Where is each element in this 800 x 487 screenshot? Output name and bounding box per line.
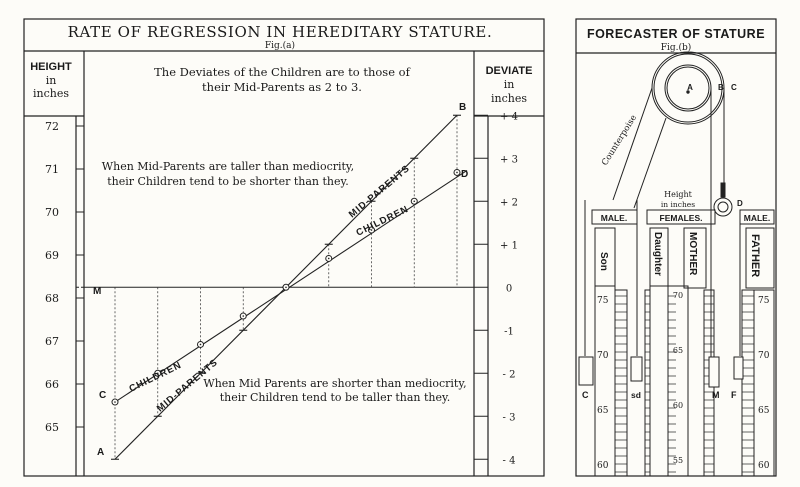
regression-panel [23, 18, 545, 477]
height-header-unit: inches [33, 87, 69, 100]
son-scale-label: 70 [597, 351, 609, 361]
deviate-tick-label: - 4 [503, 455, 516, 466]
father-label: FATHER [749, 234, 761, 277]
ratio-note-line1: The Deviates of the Children are to thos… [154, 65, 410, 79]
mother-scale-label: 70 [673, 291, 683, 300]
weight-label-m: M [712, 390, 720, 400]
son-scale-label: 60 [597, 461, 609, 471]
child-point-dot [370, 229, 373, 231]
point-label-a: A [97, 447, 104, 458]
height-header: HEIGHT [30, 61, 72, 73]
ruler-ticks [615, 295, 754, 473]
child-point-dot [327, 257, 330, 260]
females-box [646, 209, 716, 225]
point-label-c: C [99, 390, 106, 401]
deviate-tick-label: + 4 [500, 111, 518, 122]
deviate-tick-label: + 2 [500, 197, 518, 208]
females-label: FEMALES. [660, 213, 703, 223]
deviate-tick-label: -1 [504, 326, 514, 337]
height-tick-label: 65 [45, 421, 59, 434]
mother-scale-label: 55 [673, 456, 683, 465]
height-tick-label: 71 [45, 163, 59, 176]
height-tick-label: 69 [45, 249, 59, 262]
son-scale-label: 65 [597, 406, 609, 416]
deviate-tick-label: - 3 [503, 412, 516, 423]
deviate-header-in: in [504, 78, 515, 91]
child-point-dot [285, 286, 287, 289]
father-scale-label: 60 [758, 461, 770, 471]
weight-label-f: F [731, 390, 737, 400]
small-pulley [713, 182, 733, 217]
mother-label: MOTHER [687, 232, 698, 276]
weight-label-c: C [582, 390, 589, 400]
children-line [114, 169, 468, 403]
child-point-dot [156, 372, 159, 375]
pulley-label-b: B [718, 83, 724, 92]
father-scale-label: 70 [758, 351, 770, 361]
regression-plot: 72 71 70 69 68 67 66 65 + 4 + 3 + 2 + 1 0 -1 - 2 - 3 - 4 [45, 111, 518, 466]
pulley-label-d: D [737, 199, 743, 208]
child-point-dot [242, 315, 245, 317]
height-tick-label: 70 [45, 206, 59, 219]
child-point-dot [456, 171, 458, 174]
taller-note-line2: their Children tend to be shorter than t… [107, 175, 349, 188]
deviate-tick-label: 0 [506, 283, 512, 294]
male-left-label: MALE. [601, 213, 627, 223]
weights [578, 200, 744, 388]
father-scale-label: 65 [758, 406, 770, 416]
pulley-label-c: C [731, 83, 737, 92]
forecaster-title: FORECASTER OF STATURE [587, 27, 765, 41]
point-label-b: B [459, 102, 466, 113]
weight-label-sd: sd [631, 390, 641, 400]
father-scale-label: 75 [758, 296, 770, 306]
shorter-note-line1: When Mid Parents are shorter than medioc… [203, 377, 466, 390]
mother-scale-label: 65 [673, 346, 683, 355]
height-tick-label: 66 [45, 378, 59, 391]
deviate-tick-label: + 1 [500, 240, 518, 251]
child-point-dot [199, 343, 202, 346]
taller-note-line1: When Mid-Parents are taller than mediocr… [102, 160, 354, 173]
deviate-header-unit: inches [491, 92, 527, 105]
son-scale-label: 75 [597, 296, 609, 306]
fig-b-label: Fig.(b) [661, 42, 692, 53]
child-point-dot [114, 401, 116, 403]
shorter-note-line2: their Children tend to be taller than th… [220, 391, 451, 404]
ratio-note-line2: their Mid-Parents as 2 to 3. [202, 80, 362, 94]
height-label-line1: Height [664, 190, 693, 199]
mother-scale-label: 60 [673, 401, 683, 410]
daughter-label: Daughter [652, 232, 663, 276]
fig-a-label: Fig.(a) [265, 40, 295, 51]
height-tick-label: 68 [45, 292, 59, 305]
deviate-header: DEVIATE [486, 65, 533, 77]
male-right-label: MALE. [744, 213, 770, 223]
son-label: Son [598, 252, 609, 271]
height-header-in: in [46, 74, 57, 87]
height-tick-label: 72 [45, 120, 59, 133]
point-label-d: D [461, 169, 468, 180]
pulley-wheel [612, 51, 725, 358]
deviate-tick-label: - 2 [503, 369, 516, 380]
pulley-label-a: A [687, 83, 693, 92]
regression-title: RATE OF REGRESSION IN HEREDITARY STATURE… [68, 23, 493, 41]
child-point-dot [413, 200, 416, 203]
height-tick-label: 67 [45, 335, 59, 348]
height-label-line2: in inches [661, 200, 695, 209]
point-label-m: M [93, 286, 101, 297]
deviate-tick-label: + 3 [500, 154, 518, 165]
